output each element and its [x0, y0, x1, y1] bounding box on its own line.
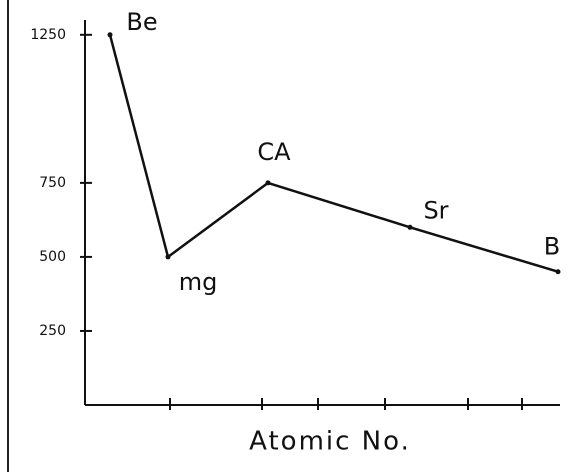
y-tick-label: 1250	[30, 27, 66, 43]
y-tick-label: 750	[39, 175, 66, 191]
point	[166, 254, 171, 259]
point-label: mg	[179, 268, 218, 296]
line	[110, 35, 558, 272]
point-label: Be	[126, 8, 157, 36]
y-tick-label: 500	[39, 249, 66, 265]
chart: Atomic No. 250 500 750 1250 Be mg CA Sr B	[0, 0, 573, 472]
x-axis-label: Atomic No.	[249, 427, 411, 457]
y-tick-label: 250	[39, 323, 66, 339]
point	[108, 32, 113, 37]
point	[556, 269, 561, 274]
point-label: CA	[257, 138, 291, 166]
page: {"chart_data": {"type": "line", "x_label…	[0, 0, 573, 472]
point-label: Sr	[423, 196, 448, 224]
point-label: B	[544, 233, 560, 261]
point	[408, 225, 413, 230]
point	[266, 180, 271, 185]
